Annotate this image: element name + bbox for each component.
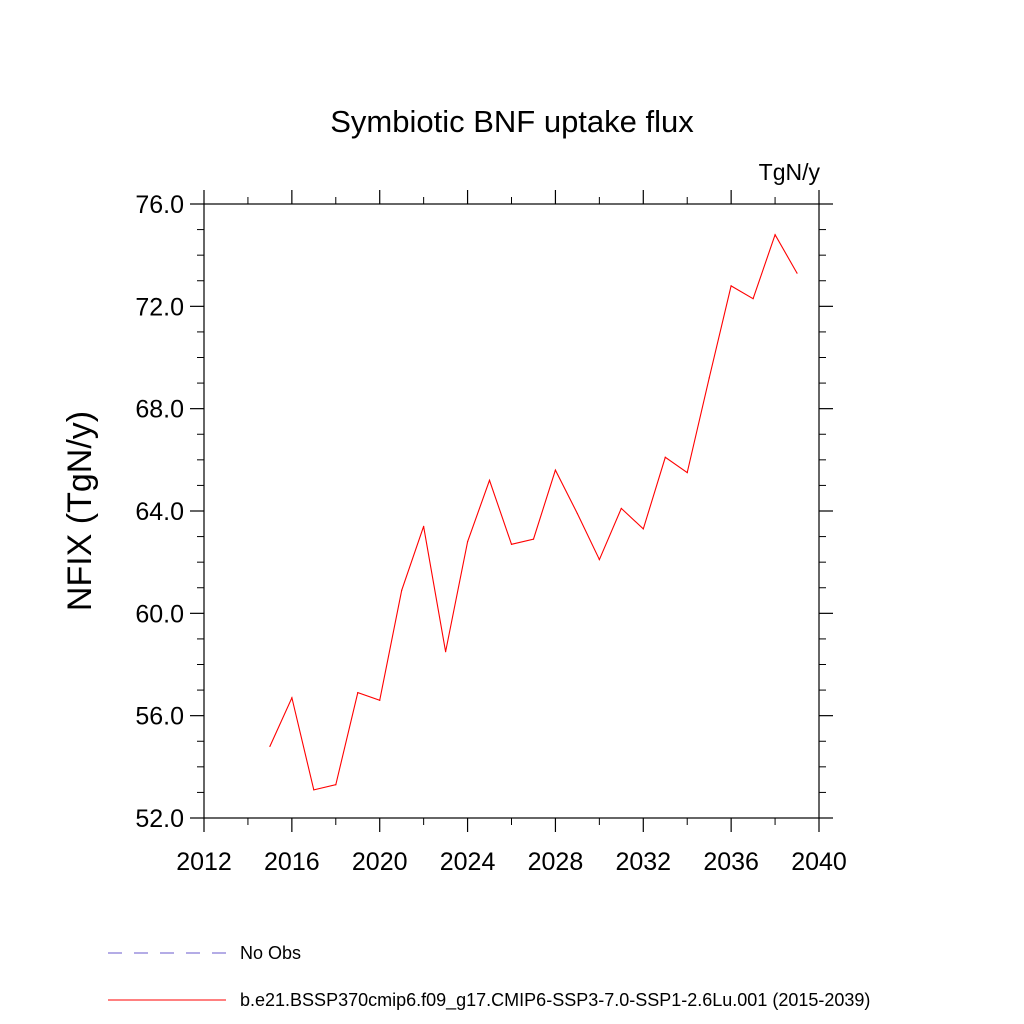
x-tick-label: 2012 <box>176 848 232 876</box>
x-tick-label: 2040 <box>791 848 847 876</box>
data-point <box>708 377 710 379</box>
data-point <box>488 479 491 481</box>
data-point <box>466 541 469 543</box>
x-tick-label: 2036 <box>703 848 759 876</box>
y-tick-label: 64.0 <box>135 498 184 526</box>
data-point <box>401 589 403 591</box>
legend: No Obs b.e21.BSSP370cmip6.f09_g17.CMIP6-S… <box>108 943 870 1011</box>
data-point <box>357 692 359 694</box>
plot-frame <box>203 203 820 819</box>
data-point <box>335 784 337 786</box>
y-tick-label: 68.0 <box>135 396 184 424</box>
x-tick-label: 2028 <box>528 848 584 876</box>
y-tick-label: 52.0 <box>135 805 184 833</box>
data-point <box>730 285 732 287</box>
data-point <box>576 512 578 515</box>
x-tick-label: 2016 <box>264 848 320 876</box>
data-point <box>686 472 688 474</box>
chart-title: Symbiotic BNF uptake flux <box>330 104 694 139</box>
x-tick-label: 2032 <box>615 848 671 876</box>
y-tick-label: 76.0 <box>135 191 184 219</box>
data-point <box>554 469 557 471</box>
data-point <box>664 456 666 458</box>
data-point <box>774 234 776 236</box>
axis-ticks: 2012 2016 2020 2024 2028 2032 2036 2040 52.0 56.0… <box>135 190 847 876</box>
units-label: TgN/y <box>759 159 821 185</box>
legend-label: No Obs <box>240 943 301 963</box>
data-point <box>642 528 644 530</box>
data-point <box>269 745 271 747</box>
series-layer <box>269 233 798 791</box>
data-point <box>620 507 622 510</box>
series-line <box>269 233 798 791</box>
data-point <box>313 789 315 791</box>
y-tick-label: 60.0 <box>135 600 184 628</box>
data-point <box>423 525 425 527</box>
data-point <box>532 538 535 540</box>
x-tick-label: 2020 <box>352 848 408 876</box>
x-tick-label: 2024 <box>440 848 496 876</box>
data-point <box>752 298 754 300</box>
data-point <box>510 543 513 545</box>
legend-label: b.e21.BSSP370cmip6.f09_g17.CMIP6-SSP3-7.… <box>240 990 870 1011</box>
y-tick-label: 56.0 <box>135 703 184 731</box>
data-point <box>379 699 381 701</box>
y-axis-label: NFIX (TgN/y) <box>61 411 99 611</box>
y-tick-label: 72.0 <box>135 293 184 321</box>
data-point <box>445 651 447 653</box>
data-point <box>796 272 798 274</box>
data-point <box>598 559 600 561</box>
data-point <box>291 697 293 699</box>
